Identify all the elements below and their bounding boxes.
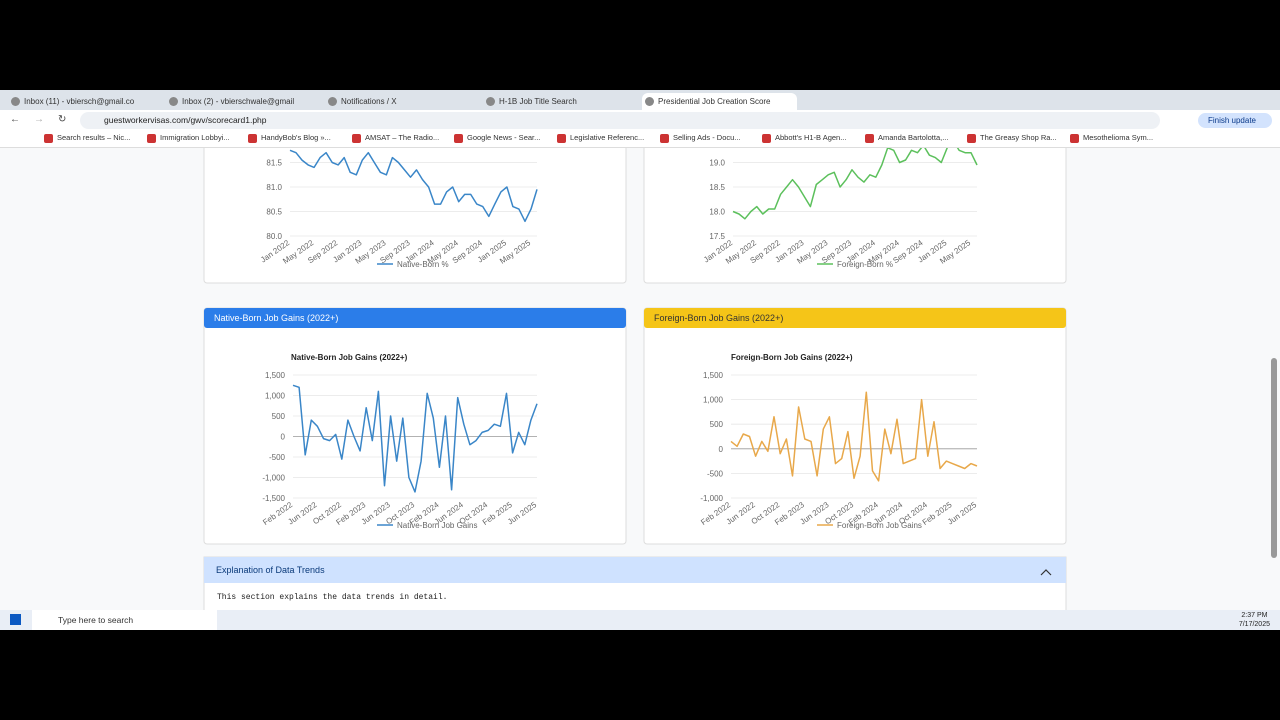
card [643,148,1067,284]
chart-title: Native-Born Job Gains (2022+) [291,353,408,362]
address-bar[interactable]: guestworkervisas.com/gwv/scorecard1.php [80,112,1160,129]
y-tick-label: 500 [710,420,724,429]
card [643,307,1067,545]
reload-button[interactable]: ↻ [58,114,67,125]
y-tick-label: 17.5 [709,232,725,241]
bookmark[interactable]: AMSAT – The Radio... [352,133,440,143]
tab-label: Notifications / X [341,97,397,106]
update-button[interactable]: Finish update [1197,113,1272,128]
y-tick-label: 81.5 [266,159,282,168]
accordion-text: This section explains the data trends in… [217,593,447,602]
page-content: Native-Born Job Gains (2022+) Foreign-Bo… [0,148,1280,610]
y-tick-label: 1,500 [265,371,286,380]
card-header [204,308,626,328]
y-tick-label: 0 [719,445,724,454]
legend-label: Foreign-Born Job Gains [837,521,922,530]
y-tick-label: 0 [281,433,286,442]
legend-label: Native-Born Job Gains [397,521,477,530]
scrollbar[interactable] [1271,358,1277,558]
toolbar: ← → ↻ guestworkervisas.com/gwv/scorecard… [0,110,1280,131]
bookmark-label: The Greasy Shop Ra... [980,133,1057,142]
y-tick-label: 19.0 [709,159,725,168]
bookmark-label: Amanda Bartolotta,... [878,133,949,142]
y-tick-label: 80.0 [266,232,282,241]
card-title: Foreign-Born Job Gains (2022+) [654,313,783,323]
bookmark[interactable]: Selling Ads - Docu... [660,133,741,143]
card-title: Native-Born Job Gains (2022+) [214,313,338,323]
data-line [732,148,978,220]
tab-label: Inbox (11) - vbiersch@gmail.co [24,97,135,106]
back-button[interactable]: ← [10,114,20,125]
date: 7/17/2025 [1238,621,1270,628]
start-button[interactable] [10,614,21,625]
y-tick-label: 500 [272,412,286,421]
time: 2:37 PM [1241,612,1268,619]
bookmark-label: Selling Ads - Docu... [673,133,741,142]
tab[interactable]: Inbox (2) - vbierschwale@gmail [166,93,316,110]
y-tick-label: 18.5 [709,183,725,192]
taskbar: Type here to search 2:37 PM 7/17/2025 [0,610,1280,630]
bookmark[interactable]: Mesothelioma Sym... [1070,133,1154,143]
bookmark[interactable]: Abbott's H1-B Agen... [762,133,847,143]
y-tick-label: 18.0 [709,208,725,217]
y-tick-label: -1,500 [262,494,285,503]
card [203,307,627,545]
tab-strip: Inbox (11) - vbiersch@gmail.co Inbox (2) … [0,90,1280,110]
bookmark[interactable]: The Greasy Shop Ra... [967,133,1057,143]
accordion-header[interactable] [204,557,1066,583]
bookmark-label: Google News - Sear... [467,133,541,142]
chevron[interactable] [1040,569,1052,576]
tab[interactable]: Inbox (11) - vbiersch@gmail.co [8,93,158,110]
accordion-title: Explanation of Data Trends [216,565,325,575]
chart-title: Foreign-Born Job Gains (2022+) [731,353,853,362]
y-tick-label: 1,500 [703,371,724,380]
y-tick-label: 1,000 [703,396,724,405]
y-tick-label: -1,000 [700,494,723,503]
data-line [289,149,538,223]
bookmark-label: HandyBob's Blog »... [261,133,331,142]
card-header [644,308,1066,328]
data-line [730,391,978,482]
search-box[interactable]: Type here to search [32,610,217,630]
bookmark-label: Search results – Nic... [57,133,131,142]
legend-label: Foreign-Born % [837,260,893,269]
bookmark[interactable]: Amanda Bartolotta,... [865,133,949,143]
bookmark[interactable]: HandyBob's Blog »... [248,133,331,143]
bookmarks-bar: Search results – Nic... Immigration Lobby… [0,131,1280,148]
bookmark[interactable]: Legislative Referenc... [557,133,645,143]
y-tick-label: 1,000 [265,392,286,401]
card [203,148,627,284]
bookmark-label: AMSAT – The Radio... [365,133,440,142]
bookmark-label: Mesothelioma Sym... [1083,133,1154,142]
data-line [292,384,538,493]
legend-label: Native-Born % [397,260,449,269]
bookmark-label: Immigration Lobbyi... [160,133,230,142]
tab[interactable]: Presidential Job Creation Score [642,93,797,110]
y-tick-label: 81.0 [266,183,282,192]
dashboard: Native-Born Job Gains (2022+) Foreign-Bo… [203,148,1277,610]
tab-label: H-1B Job Title Search [499,97,577,106]
y-tick-label: -500 [707,469,724,478]
tab-label: Inbox (2) - vbierschwale@gmail [182,97,295,106]
bookmark[interactable]: Search results – Nic... [44,133,131,143]
bookmark-label: Abbott's H1-B Agen... [775,133,847,142]
tab-label: Presidential Job Creation Score [658,97,771,106]
y-tick-label: 80.5 [266,208,282,217]
bookmark-label: Legislative Referenc... [570,133,645,142]
bookmark[interactable]: Immigration Lobbyi... [147,133,230,143]
bookmark[interactable]: Google News - Sear... [454,133,541,143]
tab[interactable]: H-1B Job Title Search [483,93,633,110]
clock: 2:37 PM 7/17/2025 [1239,611,1270,629]
y-tick-label: -1,000 [262,474,285,483]
tab[interactable]: Notifications / X [325,93,475,110]
y-tick-label: -500 [269,453,286,462]
forward-button[interactable]: → [34,114,44,125]
